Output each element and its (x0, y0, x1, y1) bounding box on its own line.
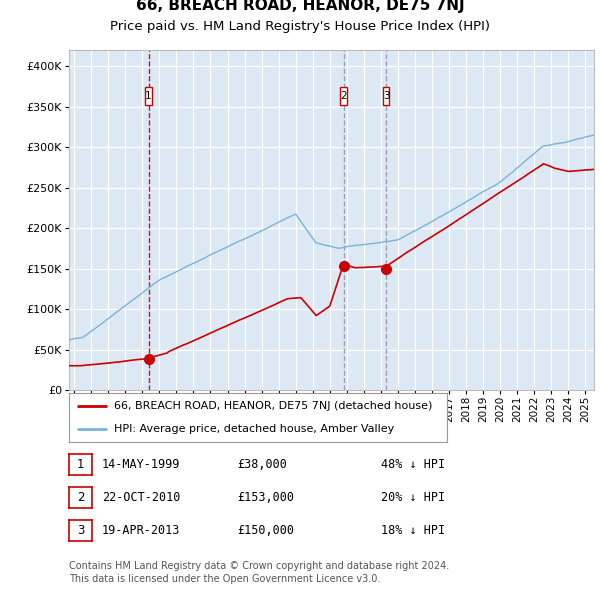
Text: 48% ↓ HPI: 48% ↓ HPI (381, 458, 445, 471)
FancyBboxPatch shape (383, 87, 389, 105)
Text: 22-OCT-2010: 22-OCT-2010 (102, 491, 181, 504)
Text: 3: 3 (383, 91, 389, 101)
Text: Price paid vs. HM Land Registry's House Price Index (HPI): Price paid vs. HM Land Registry's House … (110, 21, 490, 34)
Text: 66, BREACH ROAD, HEANOR, DE75 7NJ: 66, BREACH ROAD, HEANOR, DE75 7NJ (136, 0, 464, 14)
Text: 19-APR-2013: 19-APR-2013 (102, 524, 181, 537)
Text: HPI: Average price, detached house, Amber Valley: HPI: Average price, detached house, Ambe… (115, 424, 395, 434)
Text: 18% ↓ HPI: 18% ↓ HPI (381, 524, 445, 537)
Text: £38,000: £38,000 (237, 458, 287, 471)
Text: 2: 2 (77, 491, 84, 504)
Text: 20% ↓ HPI: 20% ↓ HPI (381, 491, 445, 504)
Text: 66, BREACH ROAD, HEANOR, DE75 7NJ (detached house): 66, BREACH ROAD, HEANOR, DE75 7NJ (detac… (115, 401, 433, 411)
Text: Contains HM Land Registry data © Crown copyright and database right 2024.
This d: Contains HM Land Registry data © Crown c… (69, 561, 449, 584)
Text: £150,000: £150,000 (237, 524, 294, 537)
Text: 1: 1 (145, 91, 152, 101)
Text: 2: 2 (340, 91, 347, 101)
FancyBboxPatch shape (145, 87, 152, 105)
Text: £153,000: £153,000 (237, 491, 294, 504)
Text: 1: 1 (77, 458, 84, 471)
Text: 3: 3 (77, 524, 84, 537)
FancyBboxPatch shape (340, 87, 347, 105)
Text: 14-MAY-1999: 14-MAY-1999 (102, 458, 181, 471)
